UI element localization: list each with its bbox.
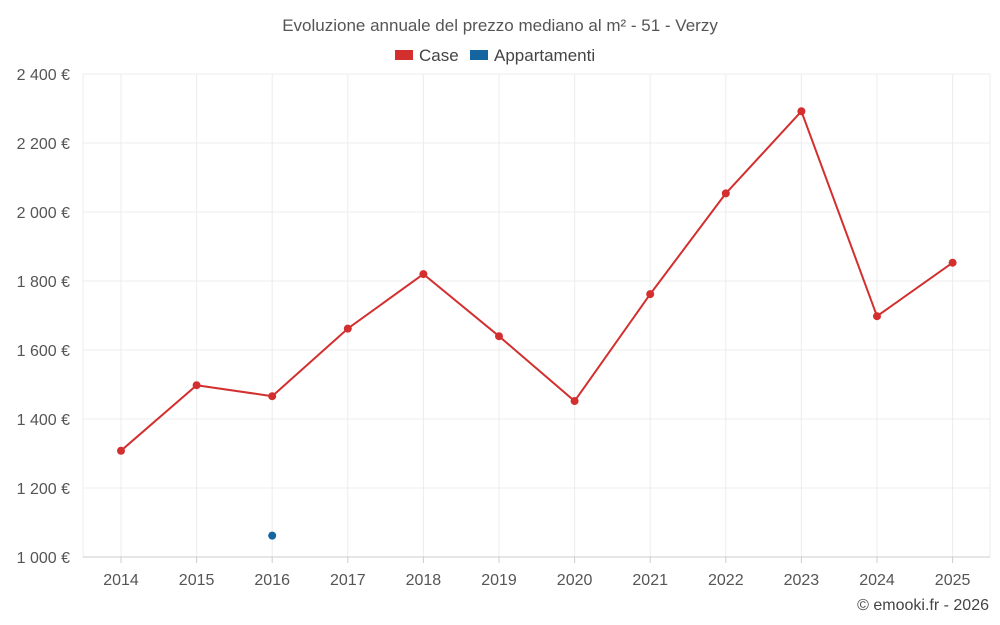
data-point-case xyxy=(117,446,125,455)
x-tick-label: 2017 xyxy=(330,572,366,589)
x-tick-label: 2023 xyxy=(784,572,820,589)
data-point-case xyxy=(948,258,957,267)
data-point-case xyxy=(873,312,881,321)
grid xyxy=(82,73,991,557)
legend: Case Appartamenti xyxy=(395,46,595,65)
x-tick-label: 2019 xyxy=(481,572,517,589)
data-point-case xyxy=(343,324,352,333)
data-point-case xyxy=(570,397,579,406)
x-tick-label: 2018 xyxy=(406,572,442,589)
data-point-case xyxy=(646,290,655,299)
x-tick-label: 2015 xyxy=(179,572,215,589)
x-tick-label: 2014 xyxy=(103,572,139,589)
y-tick-label: 1 600 € xyxy=(17,343,70,360)
y-tick-label: 1 000 € xyxy=(17,550,70,567)
y-tick-label: 1 200 € xyxy=(17,481,70,498)
data-point-case xyxy=(268,392,277,401)
y-tick-label: 1 800 € xyxy=(17,274,70,291)
series-line-case xyxy=(120,110,954,452)
legend-swatch-appartamenti xyxy=(470,50,488,60)
y-tick-label: 2 400 € xyxy=(17,67,70,84)
y-tick-label: 1 400 € xyxy=(17,412,70,429)
x-tick-label: 2016 xyxy=(254,572,290,589)
x-tick-label: 2021 xyxy=(632,572,668,589)
credit-text: © emooki.fr - 2026 xyxy=(857,597,989,614)
legend-label-appartamenti: Appartamenti xyxy=(494,46,595,65)
x-tick-label: 2025 xyxy=(935,572,971,589)
legend-swatch-case xyxy=(395,50,413,60)
data-point-case xyxy=(797,107,806,116)
data-point-case xyxy=(495,332,503,341)
axes: 1 000 € 1 200 € 1 400 € 1 600 € 1 800 € 2 000… xyxy=(17,67,990,589)
series xyxy=(117,107,957,540)
x-tick-label: 2024 xyxy=(859,572,895,589)
data-point-case xyxy=(419,270,428,279)
x-tick-label: 2022 xyxy=(708,572,744,589)
x-tick-label: 2020 xyxy=(557,572,593,589)
data-point-case xyxy=(192,381,201,390)
chart-title: Evoluzione annuale del prezzo mediano al… xyxy=(282,16,718,35)
data-point-case xyxy=(721,189,730,198)
y-tick-label: 2 200 € xyxy=(17,136,70,153)
legend-label-case: Case xyxy=(419,46,459,65)
data-point-appartamenti xyxy=(268,531,277,540)
y-tick-label: 2 000 € xyxy=(17,205,70,222)
